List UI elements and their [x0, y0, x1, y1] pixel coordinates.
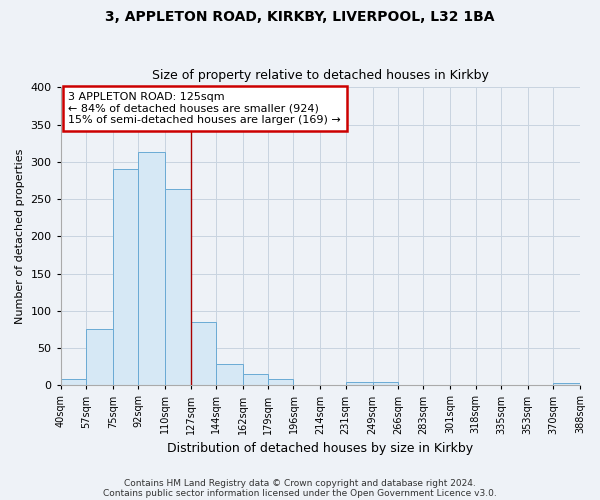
Bar [243, 374, 268, 386]
Title: Size of property relative to detached houses in Kirkby: Size of property relative to detached ho… [152, 69, 489, 82]
X-axis label: Distribution of detached houses by size in Kirkby: Distribution of detached houses by size … [167, 442, 473, 455]
Bar [553, 383, 580, 386]
Bar [86, 328, 113, 386]
Text: Contains HM Land Registry data © Crown copyright and database right 2024.: Contains HM Land Registry data © Crown c… [124, 478, 476, 488]
Bar [61, 380, 86, 386]
Bar [268, 380, 293, 386]
Bar [216, 364, 243, 386]
Text: Contains public sector information licensed under the Open Government Licence v3: Contains public sector information licen… [103, 488, 497, 498]
Text: 3 APPLETON ROAD: 125sqm
← 84% of detached houses are smaller (924)
15% of semi-d: 3 APPLETON ROAD: 125sqm ← 84% of detache… [68, 92, 341, 125]
Bar [165, 190, 191, 386]
Bar [139, 152, 165, 386]
Text: 3, APPLETON ROAD, KIRKBY, LIVERPOOL, L32 1BA: 3, APPLETON ROAD, KIRKBY, LIVERPOOL, L32… [105, 10, 495, 24]
Bar [373, 382, 398, 386]
Bar [191, 322, 216, 386]
Bar [346, 382, 373, 386]
Bar [113, 168, 139, 386]
Y-axis label: Number of detached properties: Number of detached properties [15, 148, 25, 324]
